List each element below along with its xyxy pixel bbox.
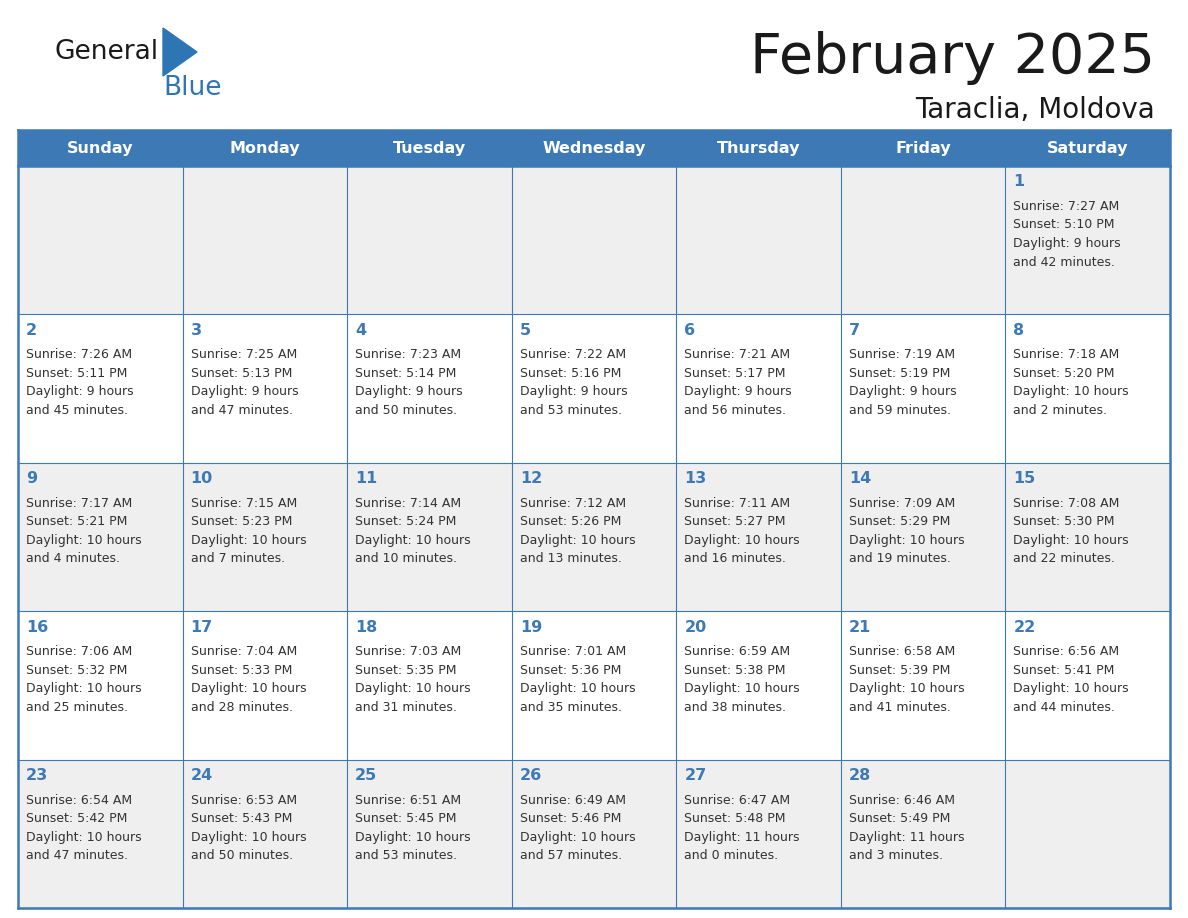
- Bar: [18, 611, 1170, 759]
- Text: Sunrise: 6:49 AM
Sunset: 5:46 PM
Daylight: 10 hours
and 57 minutes.: Sunrise: 6:49 AM Sunset: 5:46 PM Dayligh…: [519, 793, 636, 862]
- Text: 19: 19: [519, 620, 542, 634]
- Text: Sunrise: 7:11 AM
Sunset: 5:27 PM
Daylight: 10 hours
and 16 minutes.: Sunrise: 7:11 AM Sunset: 5:27 PM Dayligh…: [684, 497, 800, 565]
- Text: Sunrise: 6:46 AM
Sunset: 5:49 PM
Daylight: 11 hours
and 3 minutes.: Sunrise: 6:46 AM Sunset: 5:49 PM Dayligh…: [849, 793, 965, 862]
- Text: 18: 18: [355, 620, 378, 634]
- Text: 3: 3: [190, 323, 202, 338]
- Text: Sunrise: 6:51 AM
Sunset: 5:45 PM
Daylight: 10 hours
and 53 minutes.: Sunrise: 6:51 AM Sunset: 5:45 PM Dayligh…: [355, 793, 470, 862]
- Text: Sunday: Sunday: [67, 140, 133, 155]
- Text: Thursday: Thursday: [716, 140, 801, 155]
- Text: 8: 8: [1013, 323, 1024, 338]
- Polygon shape: [163, 28, 197, 76]
- Text: Sunrise: 7:06 AM
Sunset: 5:32 PM
Daylight: 10 hours
and 25 minutes.: Sunrise: 7:06 AM Sunset: 5:32 PM Dayligh…: [26, 645, 141, 713]
- Text: Friday: Friday: [896, 140, 950, 155]
- Text: Sunrise: 7:12 AM
Sunset: 5:26 PM
Daylight: 10 hours
and 13 minutes.: Sunrise: 7:12 AM Sunset: 5:26 PM Dayligh…: [519, 497, 636, 565]
- Text: 2: 2: [26, 323, 37, 338]
- Text: Sunrise: 6:54 AM
Sunset: 5:42 PM
Daylight: 10 hours
and 47 minutes.: Sunrise: 6:54 AM Sunset: 5:42 PM Dayligh…: [26, 793, 141, 862]
- Text: Sunrise: 6:58 AM
Sunset: 5:39 PM
Daylight: 10 hours
and 41 minutes.: Sunrise: 6:58 AM Sunset: 5:39 PM Dayligh…: [849, 645, 965, 713]
- Text: 6: 6: [684, 323, 695, 338]
- Text: Sunrise: 6:56 AM
Sunset: 5:41 PM
Daylight: 10 hours
and 44 minutes.: Sunrise: 6:56 AM Sunset: 5:41 PM Dayligh…: [1013, 645, 1129, 713]
- Text: 14: 14: [849, 471, 871, 487]
- Text: 1: 1: [1013, 174, 1024, 189]
- Text: Sunrise: 7:18 AM
Sunset: 5:20 PM
Daylight: 10 hours
and 2 minutes.: Sunrise: 7:18 AM Sunset: 5:20 PM Dayligh…: [1013, 349, 1129, 417]
- Text: Sunrise: 7:08 AM
Sunset: 5:30 PM
Daylight: 10 hours
and 22 minutes.: Sunrise: 7:08 AM Sunset: 5:30 PM Dayligh…: [1013, 497, 1129, 565]
- Bar: [18, 463, 1170, 611]
- Text: Sunrise: 6:47 AM
Sunset: 5:48 PM
Daylight: 11 hours
and 0 minutes.: Sunrise: 6:47 AM Sunset: 5:48 PM Dayligh…: [684, 793, 800, 862]
- Bar: [18, 759, 1170, 908]
- Text: Sunrise: 7:15 AM
Sunset: 5:23 PM
Daylight: 10 hours
and 7 minutes.: Sunrise: 7:15 AM Sunset: 5:23 PM Dayligh…: [190, 497, 307, 565]
- Text: Sunrise: 7:01 AM
Sunset: 5:36 PM
Daylight: 10 hours
and 35 minutes.: Sunrise: 7:01 AM Sunset: 5:36 PM Dayligh…: [519, 645, 636, 713]
- Text: 10: 10: [190, 471, 213, 487]
- Text: 23: 23: [26, 768, 49, 783]
- Text: Wednesday: Wednesday: [542, 140, 646, 155]
- Text: 13: 13: [684, 471, 707, 487]
- Text: Sunrise: 7:26 AM
Sunset: 5:11 PM
Daylight: 9 hours
and 45 minutes.: Sunrise: 7:26 AM Sunset: 5:11 PM Dayligh…: [26, 349, 133, 417]
- Text: 7: 7: [849, 323, 860, 338]
- Text: Sunrise: 6:59 AM
Sunset: 5:38 PM
Daylight: 10 hours
and 38 minutes.: Sunrise: 6:59 AM Sunset: 5:38 PM Dayligh…: [684, 645, 800, 713]
- Text: Sunrise: 7:22 AM
Sunset: 5:16 PM
Daylight: 9 hours
and 53 minutes.: Sunrise: 7:22 AM Sunset: 5:16 PM Dayligh…: [519, 349, 627, 417]
- Bar: [18, 130, 1170, 166]
- Text: February 2025: February 2025: [750, 31, 1155, 85]
- Text: 28: 28: [849, 768, 871, 783]
- Text: Blue: Blue: [163, 75, 221, 101]
- Text: 16: 16: [26, 620, 49, 634]
- Text: Saturday: Saturday: [1047, 140, 1129, 155]
- Text: Tuesday: Tuesday: [393, 140, 466, 155]
- Text: Monday: Monday: [229, 140, 301, 155]
- Text: Sunrise: 7:14 AM
Sunset: 5:24 PM
Daylight: 10 hours
and 10 minutes.: Sunrise: 7:14 AM Sunset: 5:24 PM Dayligh…: [355, 497, 470, 565]
- Text: Sunrise: 6:53 AM
Sunset: 5:43 PM
Daylight: 10 hours
and 50 minutes.: Sunrise: 6:53 AM Sunset: 5:43 PM Dayligh…: [190, 793, 307, 862]
- Text: 17: 17: [190, 620, 213, 634]
- Text: Sunrise: 7:09 AM
Sunset: 5:29 PM
Daylight: 10 hours
and 19 minutes.: Sunrise: 7:09 AM Sunset: 5:29 PM Dayligh…: [849, 497, 965, 565]
- Text: 27: 27: [684, 768, 707, 783]
- Text: 25: 25: [355, 768, 378, 783]
- Text: 4: 4: [355, 323, 366, 338]
- Bar: [18, 166, 1170, 314]
- Text: Sunrise: 7:19 AM
Sunset: 5:19 PM
Daylight: 9 hours
and 59 minutes.: Sunrise: 7:19 AM Sunset: 5:19 PM Dayligh…: [849, 349, 956, 417]
- Text: 21: 21: [849, 620, 871, 634]
- Text: Sunrise: 7:03 AM
Sunset: 5:35 PM
Daylight: 10 hours
and 31 minutes.: Sunrise: 7:03 AM Sunset: 5:35 PM Dayligh…: [355, 645, 470, 713]
- Text: 26: 26: [519, 768, 542, 783]
- Text: 15: 15: [1013, 471, 1036, 487]
- Text: Taraclia, Moldova: Taraclia, Moldova: [915, 96, 1155, 124]
- Text: 9: 9: [26, 471, 37, 487]
- Text: Sunrise: 7:17 AM
Sunset: 5:21 PM
Daylight: 10 hours
and 4 minutes.: Sunrise: 7:17 AM Sunset: 5:21 PM Dayligh…: [26, 497, 141, 565]
- Text: 20: 20: [684, 620, 707, 634]
- Text: 22: 22: [1013, 620, 1036, 634]
- Text: Sunrise: 7:21 AM
Sunset: 5:17 PM
Daylight: 9 hours
and 56 minutes.: Sunrise: 7:21 AM Sunset: 5:17 PM Dayligh…: [684, 349, 792, 417]
- Text: Sunrise: 7:23 AM
Sunset: 5:14 PM
Daylight: 9 hours
and 50 minutes.: Sunrise: 7:23 AM Sunset: 5:14 PM Dayligh…: [355, 349, 463, 417]
- Text: Sunrise: 7:27 AM
Sunset: 5:10 PM
Daylight: 9 hours
and 42 minutes.: Sunrise: 7:27 AM Sunset: 5:10 PM Dayligh…: [1013, 200, 1121, 268]
- Text: 24: 24: [190, 768, 213, 783]
- Text: General: General: [55, 39, 159, 65]
- Text: 12: 12: [519, 471, 542, 487]
- Bar: [18, 314, 1170, 463]
- Text: 5: 5: [519, 323, 531, 338]
- Text: 11: 11: [355, 471, 378, 487]
- Text: Sunrise: 7:25 AM
Sunset: 5:13 PM
Daylight: 9 hours
and 47 minutes.: Sunrise: 7:25 AM Sunset: 5:13 PM Dayligh…: [190, 349, 298, 417]
- Text: Sunrise: 7:04 AM
Sunset: 5:33 PM
Daylight: 10 hours
and 28 minutes.: Sunrise: 7:04 AM Sunset: 5:33 PM Dayligh…: [190, 645, 307, 713]
